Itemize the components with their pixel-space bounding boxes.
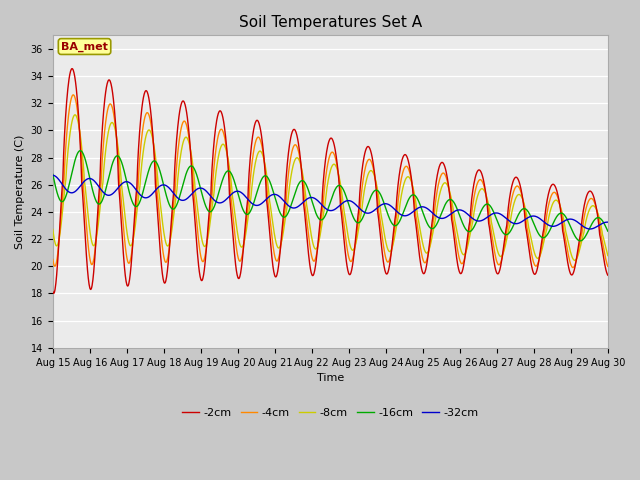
-16cm — [604, 228, 612, 234]
-2cm — [604, 272, 612, 278]
-8cm — [173, 190, 180, 195]
-32cm — [489, 211, 497, 216]
-32cm — [417, 204, 424, 210]
-2cm — [68, 66, 76, 72]
Line: -32cm: -32cm — [52, 175, 608, 229]
Line: -16cm: -16cm — [52, 151, 608, 241]
-4cm — [159, 250, 167, 255]
-32cm — [234, 189, 242, 194]
-32cm — [604, 219, 612, 225]
-8cm — [71, 112, 79, 118]
X-axis label: Time: Time — [317, 373, 344, 383]
-2cm — [173, 132, 181, 138]
-4cm — [604, 264, 612, 269]
-4cm — [235, 257, 243, 263]
-4cm — [49, 256, 56, 262]
-8cm — [159, 224, 167, 230]
-8cm — [604, 252, 612, 258]
-16cm — [538, 235, 546, 240]
-4cm — [173, 163, 180, 169]
Line: -8cm: -8cm — [52, 115, 608, 260]
-8cm — [235, 237, 243, 242]
-2cm — [236, 276, 243, 281]
-2cm — [417, 264, 425, 269]
-16cm — [490, 208, 497, 214]
-4cm — [417, 246, 424, 252]
-32cm — [538, 217, 546, 223]
-8cm — [538, 246, 546, 252]
Title: Soil Temperatures Set A: Soil Temperatures Set A — [239, 15, 422, 30]
-8cm — [417, 230, 424, 236]
-16cm — [235, 193, 243, 199]
-32cm — [159, 182, 166, 188]
-4cm — [490, 241, 497, 247]
-4cm — [69, 92, 77, 98]
-32cm — [586, 226, 594, 232]
-8cm — [571, 257, 579, 263]
-2cm — [159, 277, 167, 283]
-4cm — [538, 240, 546, 246]
Line: -2cm: -2cm — [52, 69, 608, 293]
-4cm — [569, 264, 577, 270]
-8cm — [49, 227, 56, 232]
-2cm — [490, 256, 497, 262]
-16cm — [417, 204, 424, 209]
Line: -4cm: -4cm — [52, 95, 608, 267]
Text: BA_met: BA_met — [61, 41, 108, 52]
-16cm — [173, 202, 180, 208]
-2cm — [49, 289, 56, 295]
-16cm — [159, 180, 167, 186]
-2cm — [50, 290, 58, 296]
-8cm — [490, 228, 497, 234]
-16cm — [76, 148, 84, 154]
Y-axis label: Soil Temperature (C): Soil Temperature (C) — [15, 134, 25, 249]
-16cm — [576, 238, 584, 244]
Legend: -2cm, -4cm, -8cm, -16cm, -32cm: -2cm, -4cm, -8cm, -16cm, -32cm — [178, 403, 483, 422]
-32cm — [49, 172, 56, 178]
-16cm — [49, 171, 56, 177]
-32cm — [172, 193, 180, 199]
-2cm — [539, 232, 547, 238]
